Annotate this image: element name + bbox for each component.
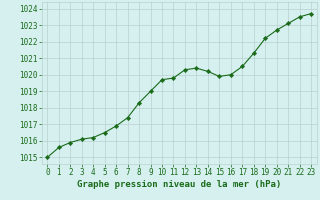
X-axis label: Graphe pression niveau de la mer (hPa): Graphe pression niveau de la mer (hPa) (77, 180, 281, 189)
